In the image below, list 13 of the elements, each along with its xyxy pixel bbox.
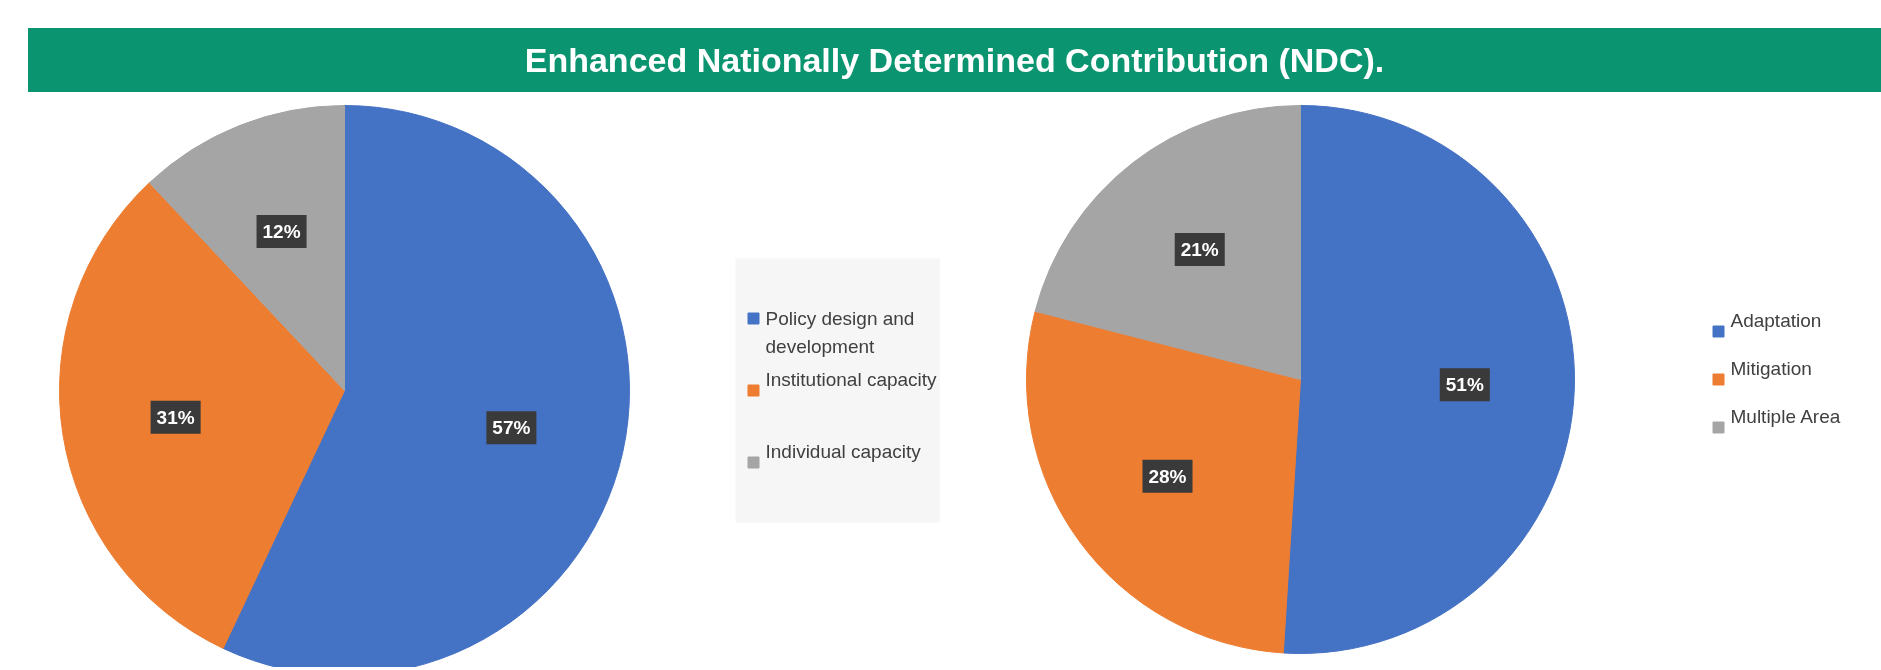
data-label: 21% bbox=[1180, 239, 1219, 261]
legend-label: Adaptation bbox=[1730, 310, 1822, 331]
data-label: 31% bbox=[156, 406, 195, 428]
chart-title: Enhanced Nationally Determined Contribution (NDC). bbox=[524, 40, 1385, 81]
legend-label: Multiple Area bbox=[1730, 406, 1841, 427]
legend-label: Individual capacity bbox=[765, 441, 922, 462]
data-label: 12% bbox=[262, 221, 301, 243]
data-label: 57% bbox=[492, 417, 531, 439]
data-label: 28% bbox=[1148, 465, 1187, 487]
legend-label: Mitigation bbox=[1730, 358, 1812, 379]
legend-label: Policy design and development bbox=[765, 307, 915, 357]
data-label: 51% bbox=[1445, 374, 1484, 396]
legend-label: Institutional capacity bbox=[765, 369, 938, 390]
